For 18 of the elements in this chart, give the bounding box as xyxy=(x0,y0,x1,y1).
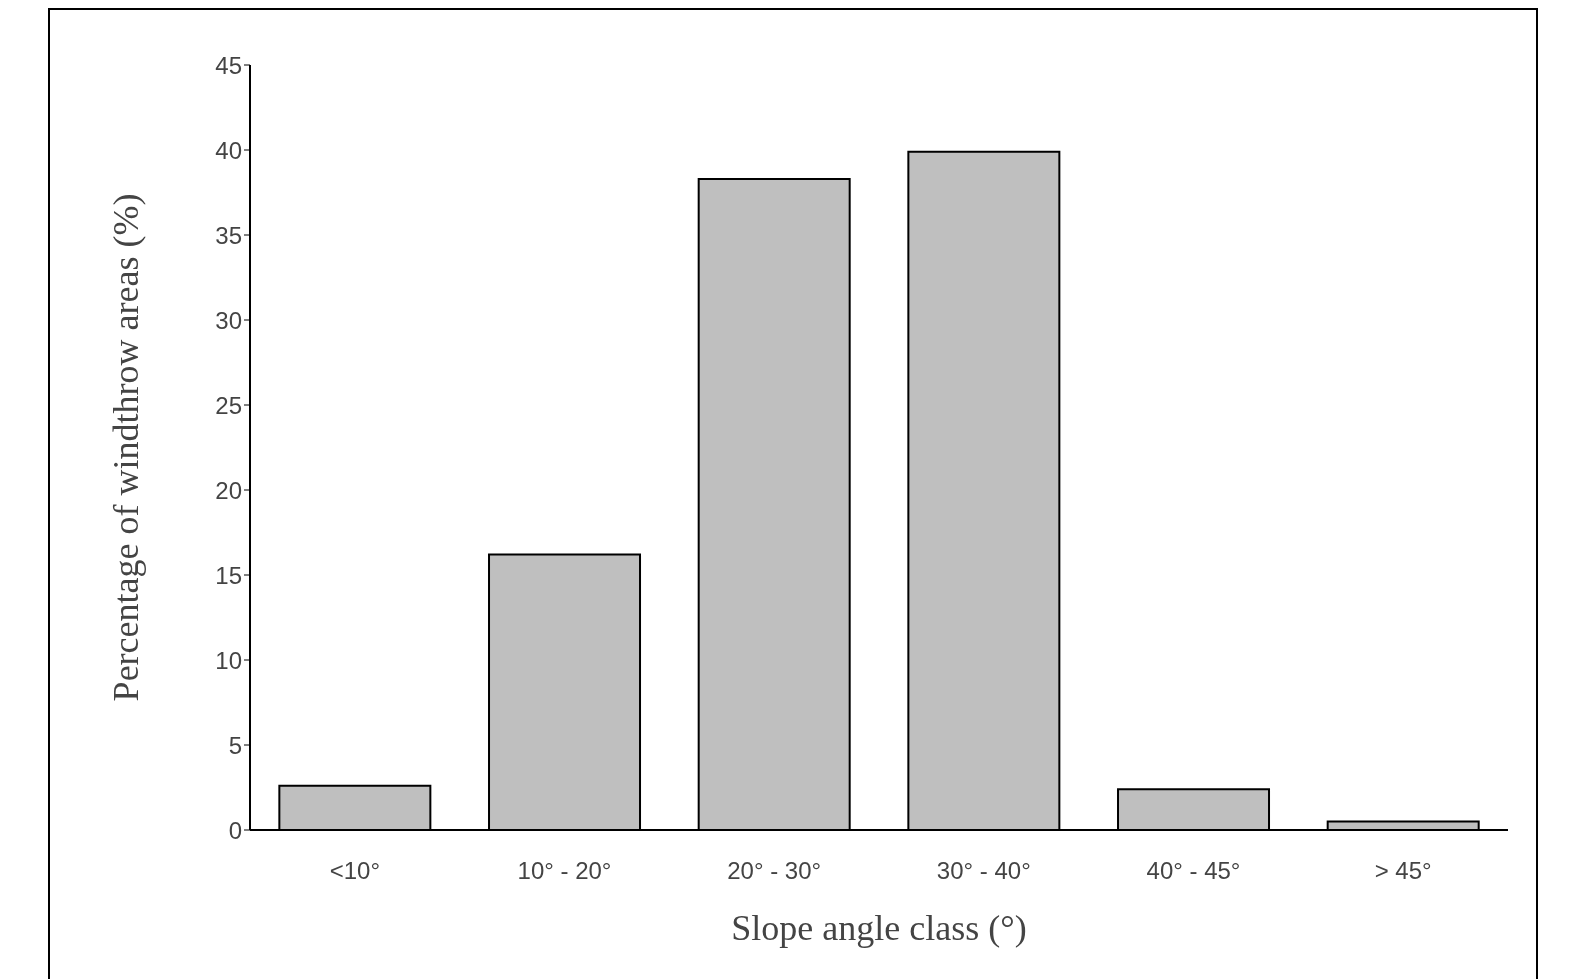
y-tick-label: 25 xyxy=(215,391,242,419)
y-tick-label: 10 xyxy=(215,646,242,674)
x-tick-label: 30° - 40° xyxy=(936,857,1031,885)
y-tick-label: 0 xyxy=(228,816,242,844)
y-tick-label: 35 xyxy=(215,221,242,249)
y-tick-label: 15 xyxy=(215,561,242,589)
y-tick-label: 20 xyxy=(215,476,242,504)
y-tick-label: 45 xyxy=(215,51,242,79)
x-tick-label: 10° - 20° xyxy=(517,857,612,885)
x-tick-label: 20° - 30° xyxy=(727,857,822,885)
y-tick-label: 40 xyxy=(215,136,242,164)
x-axis-title: Slope angle class (°) xyxy=(731,908,1027,948)
x-tick-label: 40° - 45° xyxy=(1146,857,1241,885)
y-axis-title: Percentage of windthrow areas (%) xyxy=(105,193,146,702)
y-tick-label: 30 xyxy=(215,306,242,334)
x-tick-label: <10° xyxy=(329,857,380,885)
y-tick-label: 5 xyxy=(228,731,242,759)
x-tick-label: > 45° xyxy=(1374,857,1432,885)
